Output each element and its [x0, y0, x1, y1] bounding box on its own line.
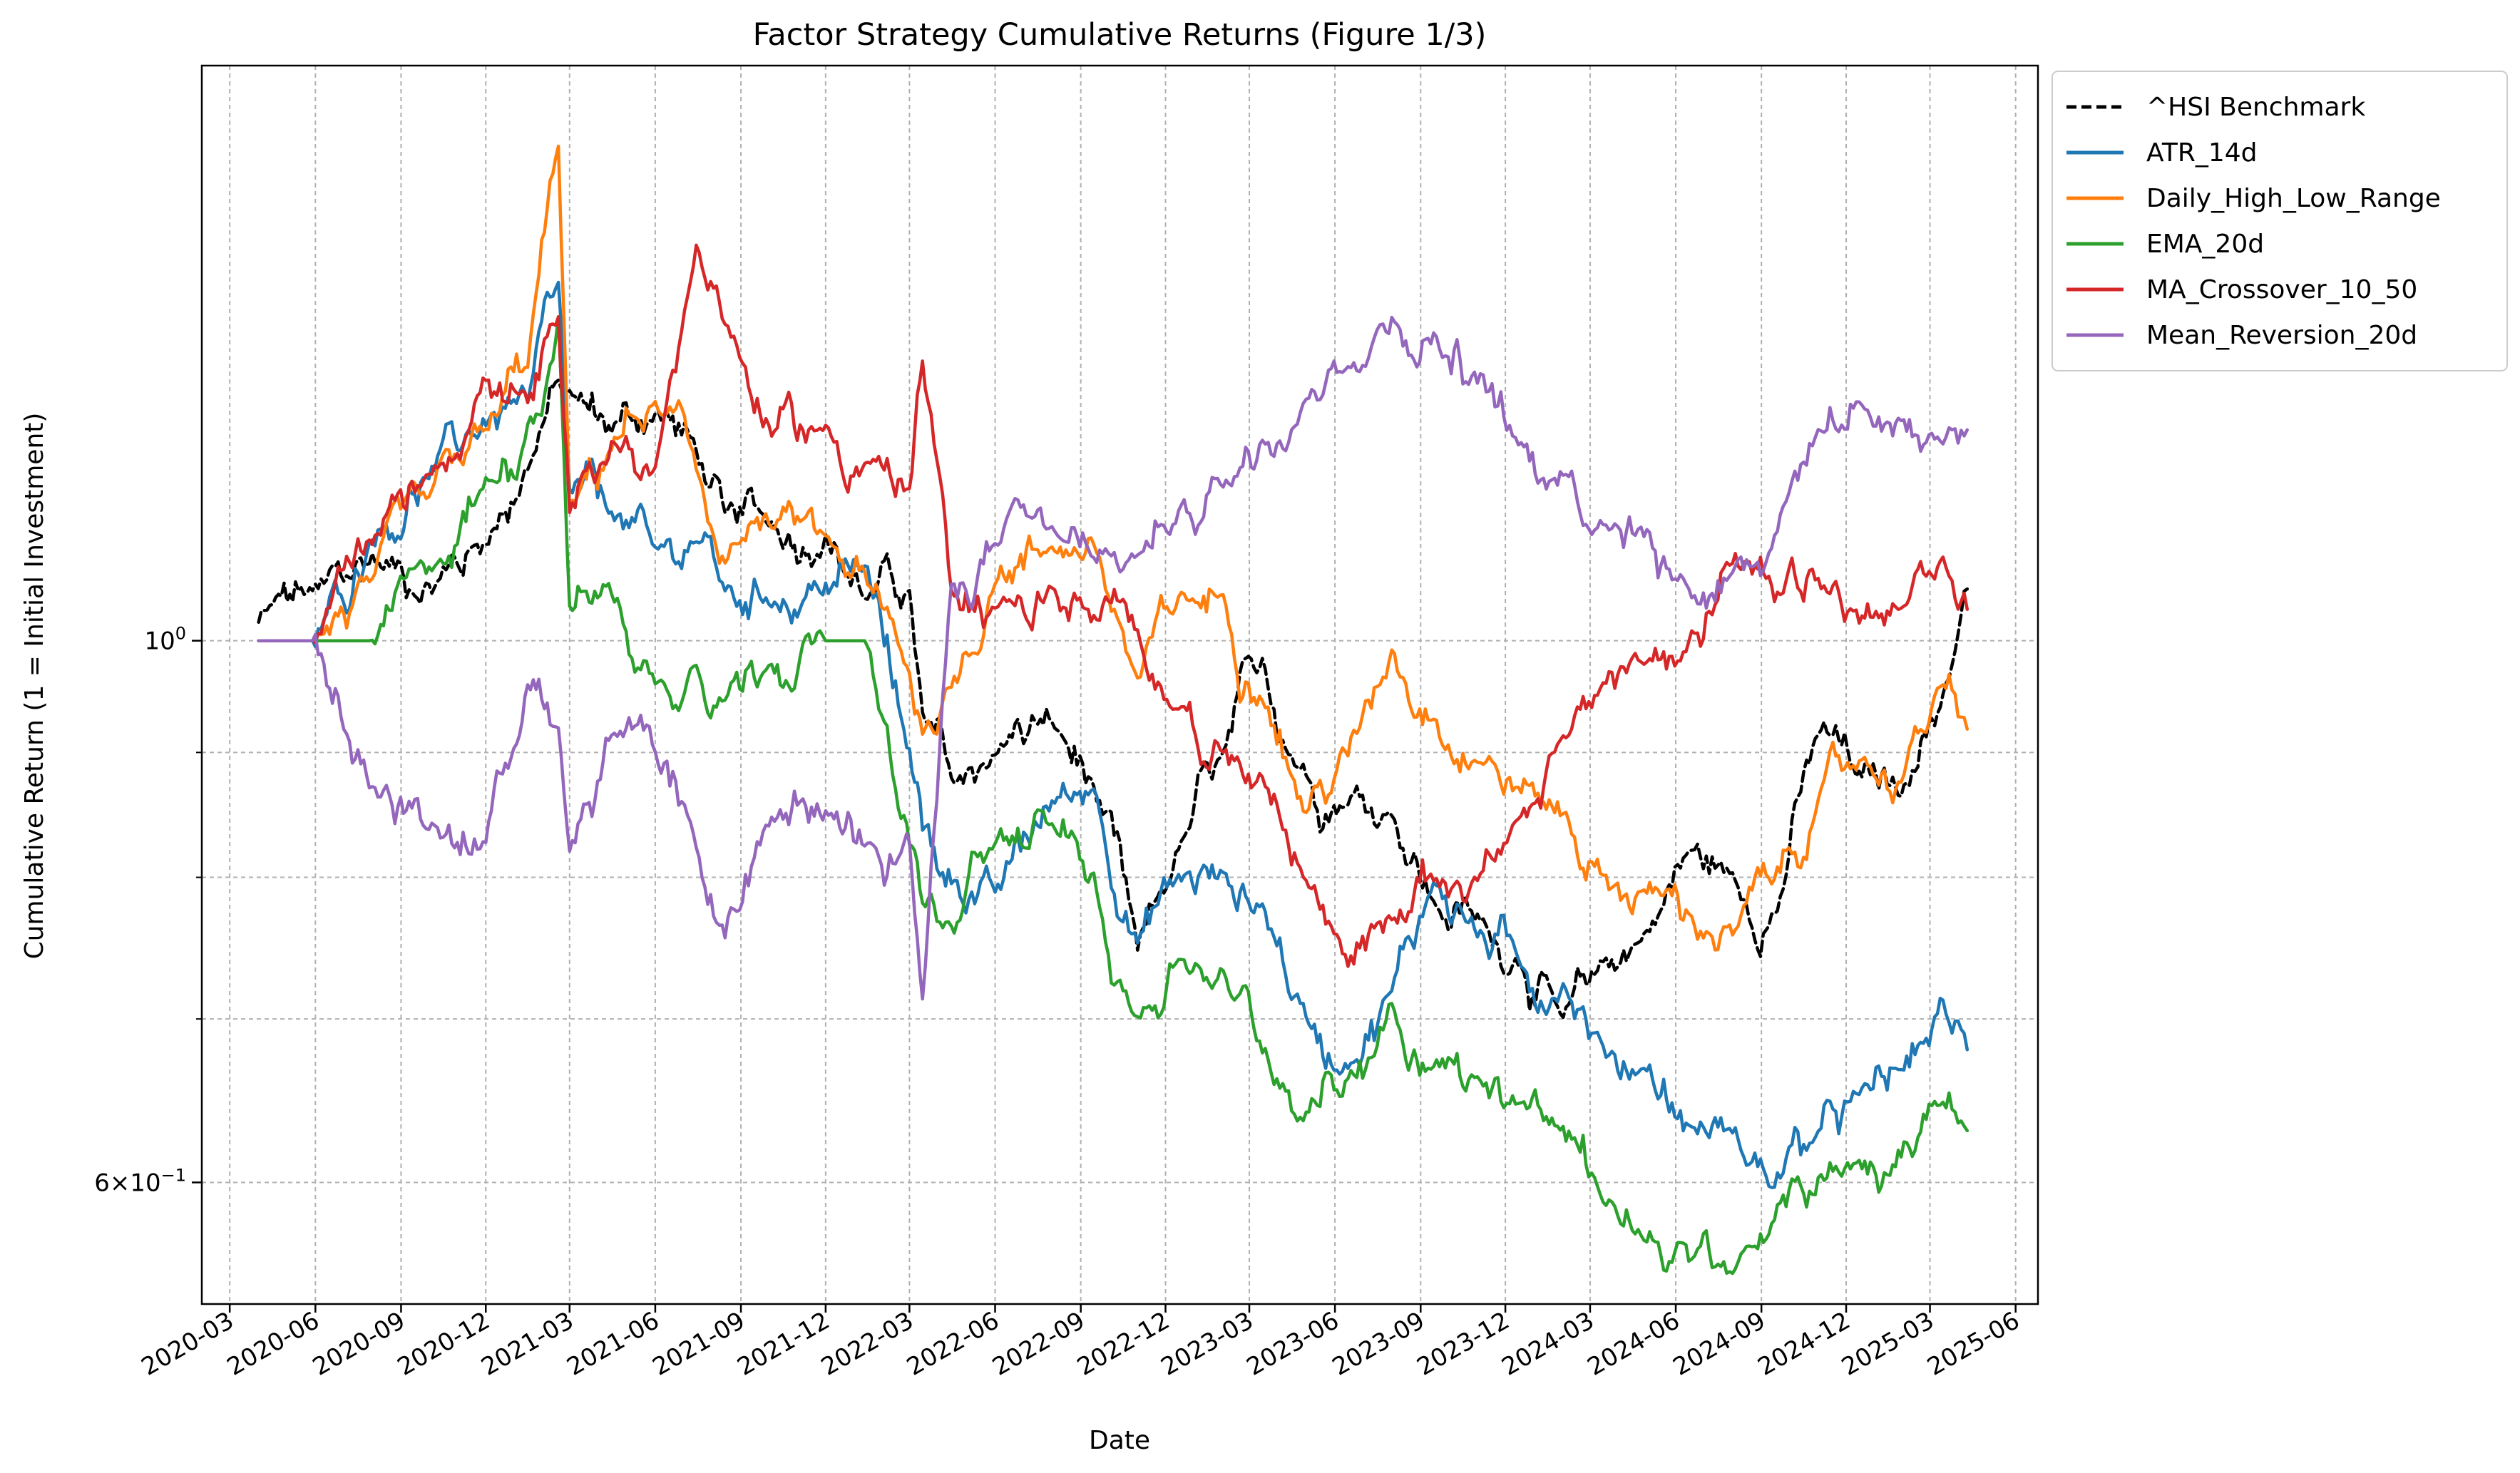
series-line-atr-14d [257, 280, 1970, 1189]
legend: ^HSI Benchmark ATR_14d Daily_High_Low_Rang… [2052, 71, 2508, 371]
plot-series [257, 144, 1970, 1276]
y-tick-label: 6×10−1 [94, 1165, 186, 1197]
legend-label: Mean_Reversion_20d [2146, 321, 2417, 350]
series-line-hsi-benchmark [257, 378, 1970, 1020]
legend-label: Daily_High_Low_Range [2146, 184, 2441, 213]
legend-label: EMA_20d [2146, 230, 2264, 259]
y-tick-label: 100 [144, 624, 186, 656]
legend-label: MA_Crossover_10_50 [2146, 275, 2417, 304]
legend-frame [2052, 71, 2508, 371]
grid-lines [202, 66, 2038, 1304]
legend-label: ATR_14d [2146, 138, 2258, 168]
y-axis-label: Cumulative Return (1 = Initial Investmen… [20, 413, 49, 960]
legend-label: ^HSI Benchmark [2146, 93, 2365, 122]
x-axis-label: Date [1089, 1426, 1150, 1455]
chart-title: Factor Strategy Cumulative Returns (Figu… [753, 17, 1487, 53]
series-line-mean-reversion-20d [257, 315, 1970, 1001]
series-line-ema-20d [257, 314, 1970, 1276]
plot-frame [200, 64, 2039, 1305]
y-axis: 100 6×10−1 [94, 624, 202, 1197]
series-line-ma-crossover-10-50 [257, 243, 1970, 968]
